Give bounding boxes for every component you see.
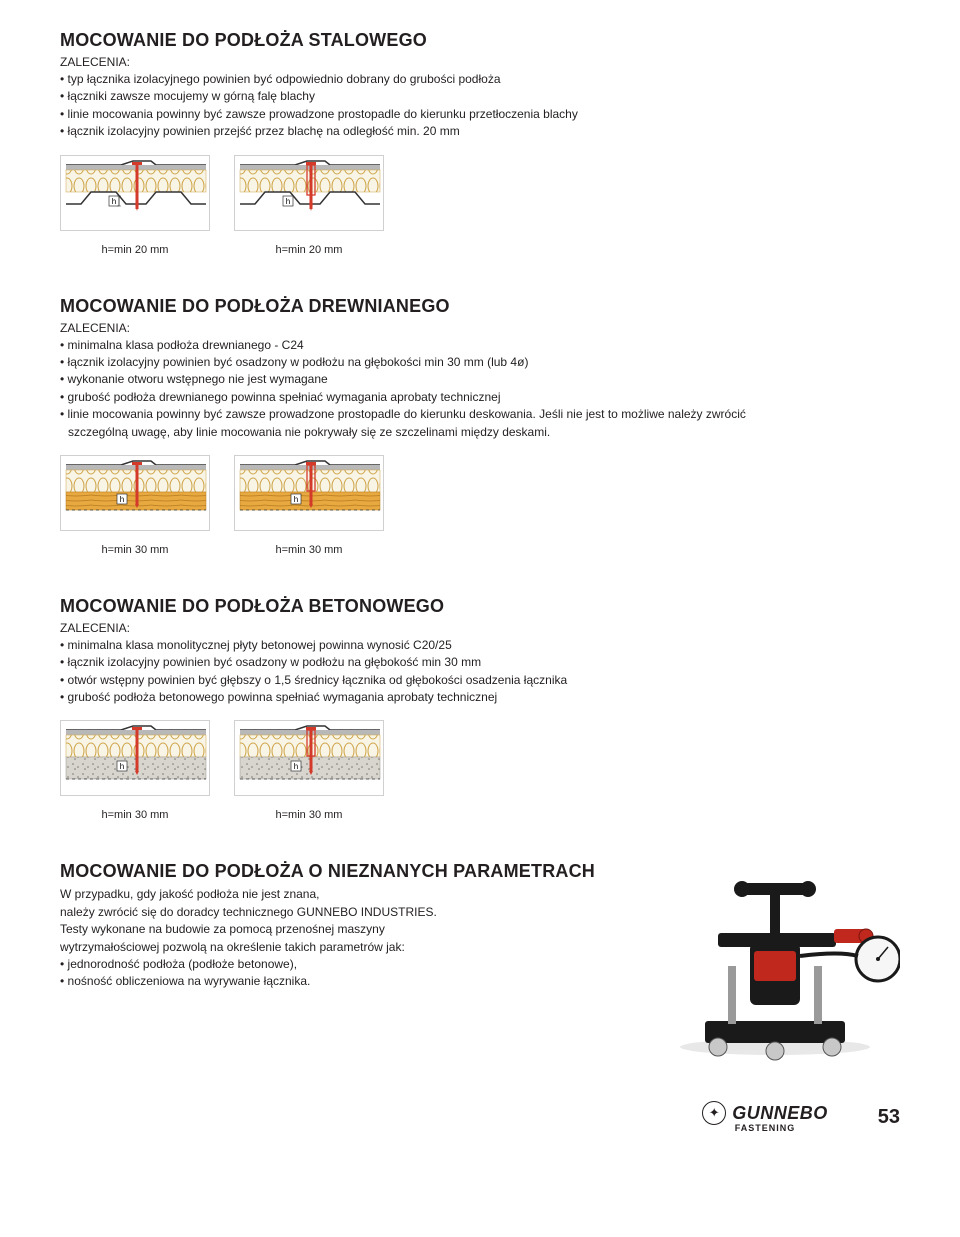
bullet: łączniki zawsze mocujemy w górną falę bl… xyxy=(60,88,900,105)
para: Testy wykonane na budowie za pomocą prze… xyxy=(60,921,626,938)
caption: h=min 30 mm xyxy=(234,809,384,821)
diagram-row-wood: h h=min 30 mm h h=min 30 mm xyxy=(60,455,900,556)
section-wood: MOCOWANIE DO PODŁOŻA DREWNIANEGO ZALECEN… xyxy=(60,296,900,556)
bullet: grubość podłoża betonowego powinna spełn… xyxy=(60,689,900,706)
diagram-row-concrete: h h=min 30 mm h h=min 30 mm xyxy=(60,720,900,821)
diagram-row-steel: h h=min 20 mm h h=min 20 mm xyxy=(60,155,900,256)
bullet: otwór wstępny powinien być głębszy o 1,5… xyxy=(60,672,900,689)
para: należy zwrócić się do doradcy techniczne… xyxy=(60,904,626,921)
diagram-wood-screw-icon: h xyxy=(60,455,210,531)
section-concrete: MOCOWANIE DO PODŁOŻA BETONOWEGO ZALECENI… xyxy=(60,596,900,822)
bullet: łącznik izolacyjny powinien być osadzony… xyxy=(60,654,900,671)
heading-steel: MOCOWANIE DO PODŁOŻA STALOWEGO xyxy=(60,30,900,51)
svg-text:h: h xyxy=(120,495,124,504)
svg-text:h: h xyxy=(294,762,298,771)
diagram-concrete-2: h h=min 30 mm xyxy=(234,720,384,821)
bullet: jednorodność podłoża (podłoże betonowe), xyxy=(60,956,626,973)
heading-wood: MOCOWANIE DO PODŁOŻA DREWNIANEGO xyxy=(60,296,900,317)
bullet: linie mocowania powinny być zawsze prowa… xyxy=(60,106,900,123)
page-number: 53 xyxy=(878,1106,900,1129)
diagram-steel-expand-icon: h xyxy=(234,155,384,231)
caption: h=min 30 mm xyxy=(234,544,384,556)
bullet: łącznik izolacyjny powinien być osadzony… xyxy=(60,354,900,371)
bullets-unknown: jednorodność podłoża (podłoże betonowe),… xyxy=(60,956,626,991)
brand-name: GUNNEBO xyxy=(732,1103,828,1124)
svg-text:h: h xyxy=(120,762,124,771)
bullets-steel: typ łącznika izolacyjnego powinien być o… xyxy=(60,71,900,141)
diagram-concrete-screw-icon: h xyxy=(60,720,210,796)
bullet: typ łącznika izolacyjnego powinien być o… xyxy=(60,71,900,88)
caption: h=min 20 mm xyxy=(60,244,210,256)
subhead-steel: ZALECENIA: xyxy=(60,55,900,69)
bullet: minimalna klasa monolitycznej płyty beto… xyxy=(60,637,900,654)
subhead-wood: ZALECENIA: xyxy=(60,321,900,335)
h-label: h xyxy=(112,197,116,206)
heading-concrete: MOCOWANIE DO PODŁOŻA BETONOWEGO xyxy=(60,596,900,617)
diagram-wood-expand-icon: h xyxy=(234,455,384,531)
logo-emblem-icon: ✦ xyxy=(702,1101,726,1125)
para: W przypadku, gdy jakość podłoża nie jest… xyxy=(60,886,626,903)
bullets-concrete: minimalna klasa monolitycznej płyty beto… xyxy=(60,637,900,707)
continuation-wood: szczególną uwagę, aby linie mocowania ni… xyxy=(68,424,900,441)
svg-text:h: h xyxy=(286,197,290,206)
bullet: wykonanie otworu wstępnego nie jest wyma… xyxy=(60,371,900,388)
svg-text:h: h xyxy=(294,495,298,504)
page-footer: ✦ GUNNEBO FASTENING 53 xyxy=(60,1101,900,1133)
para: wytrzymałościowej pozwolą na określenie … xyxy=(60,939,626,956)
diagram-steel-2: h h=min 20 mm xyxy=(234,155,384,256)
diagram-wood-2: h h=min 30 mm xyxy=(234,455,384,556)
diagram-steel-1: h h=min 20 mm xyxy=(60,155,210,256)
pull-test-machine-icon xyxy=(650,861,900,1061)
bullet: łącznik izolacyjny powinien przejść prze… xyxy=(60,123,900,140)
bullets-wood: minimalna klasa podłoża drewnianego - C2… xyxy=(60,337,900,424)
section-steel: MOCOWANIE DO PODŁOŻA STALOWEGO ZALECENIA… xyxy=(60,30,900,256)
subhead-concrete: ZALECENIA: xyxy=(60,621,900,635)
section-unknown: MOCOWANIE DO PODŁOŻA O NIEZNANYCH PARAME… xyxy=(60,861,900,1061)
brand-sub: FASTENING xyxy=(735,1123,796,1133)
caption: h=min 20 mm xyxy=(234,244,384,256)
bullet: grubość podłoża drewnianego powinna speł… xyxy=(60,389,900,406)
diagram-steel-screw-icon: h xyxy=(60,155,210,231)
diagram-concrete-expand-icon: h xyxy=(234,720,384,796)
brand-logo: ✦ GUNNEBO FASTENING xyxy=(702,1101,828,1133)
caption: h=min 30 mm xyxy=(60,544,210,556)
bullet: minimalna klasa podłoża drewnianego - C2… xyxy=(60,337,900,354)
diagram-concrete-1: h h=min 30 mm xyxy=(60,720,210,821)
caption: h=min 30 mm xyxy=(60,809,210,821)
bullet: nośność obliczeniowa na wyrywanie łączni… xyxy=(60,973,626,990)
heading-unknown: MOCOWANIE DO PODŁOŻA O NIEZNANYCH PARAME… xyxy=(60,861,626,882)
diagram-wood-1: h h=min 30 mm xyxy=(60,455,210,556)
bullet: linie mocowania powinny być zawsze prowa… xyxy=(60,406,900,423)
